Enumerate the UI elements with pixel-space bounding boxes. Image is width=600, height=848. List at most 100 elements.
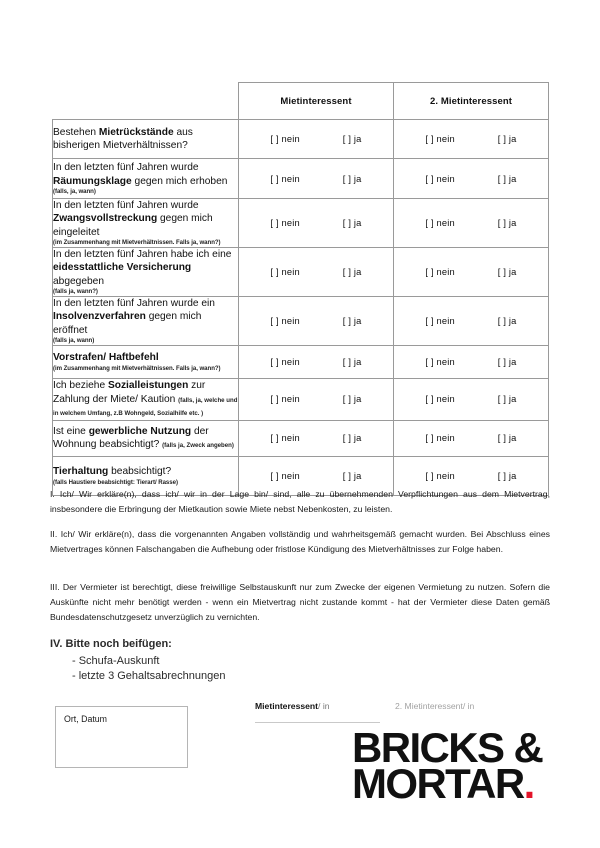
question-text-pre: Bestehen [53,126,99,138]
table-row: Tierhaltung beabsichtigt? (falls Haustier… [52,455,549,496]
question-cell: Bestehen Mietrückstände aus bisherigen M… [52,119,239,159]
declaration-paragraph-1: I. Ich/ Wir erkläre(n), dass ich/ wir in… [50,489,550,514]
question-subtext: (falls, ja, welche und in welchem Umfang… [53,396,238,418]
table-row: In den letzten fünf Jahren habe ich eine… [52,247,549,297]
answer-cell-applicant-2: [ ] nein [ ] ja [393,455,549,496]
checkbox-nein[interactable]: [ ] nein [425,315,455,326]
checkbox-ja[interactable]: [ ] ja [342,394,362,405]
question-subtext: (falls Haustiere beabsichtigt: Tierart/ … [53,478,178,486]
question-cell: Ist eine gewerbliche Nutzung der Wohnung… [52,419,239,457]
brand-logo-line-2: MORTAR [352,760,525,808]
table-row: Ist eine gewerbliche Nutzung der Wohnung… [52,419,549,457]
list-item: - Schufa-Auskunft [72,654,160,667]
checkbox-ja[interactable]: [ ] ja [342,173,362,184]
signature-label-applicant-1-suffix: / in [318,701,330,711]
checkbox-nein[interactable]: [ ] nein [270,433,300,444]
question-subtext: (im Zusammenhang mit Mietverhältnissen. … [53,364,221,372]
answer-cell-applicant-1: [ ] nein [ ] ja [238,198,394,248]
question-text-pre: In den letzten fünf Jahren wurde ein [53,297,215,309]
table-body: Bestehen Mietrückstände aus bisherigen M… [52,119,549,496]
checkbox-nein[interactable]: [ ] nein [270,266,300,277]
checkbox-ja[interactable]: [ ] ja [497,218,517,228]
question-keyword: eidesstattliche Versicherung [53,262,192,274]
signature-label-applicant-1-bold: Mietinteressent [255,701,319,711]
brand-logo-line-1: BRICKS & [352,724,544,771]
table-row: In den letzten fünf Jahren wurde ein Ins… [52,295,549,346]
signature-label-applicant-1: Mietinteressent/ in [255,701,330,711]
checkbox-ja[interactable]: [ ] ja [342,134,362,144]
question-subtext: (falls ja, wann) [53,337,95,345]
question-keyword: Sozialleistungen [107,380,189,392]
checkbox-nein[interactable]: [ ] nein [425,173,455,184]
checkbox-nein[interactable]: [ ] nein [425,134,455,144]
declaration-paragraph-4: IV. Bitte noch beifügen: - Schufa-Auskun… [50,637,470,685]
ort-datum-box[interactable]: Ort, Datum [55,706,188,768]
question-cell: Vorstrafen/ Haftbefehl (im Zusammenhang m… [52,344,239,379]
checkbox-ja[interactable]: [ ] ja [497,470,517,481]
question-subtext: (im Zusammenhang mit Mietverhältnissen. … [53,239,221,247]
answer-cell-applicant-1: [ ] nein [ ] ja [238,455,394,496]
declaration-paragraph-3: III. Der Vermieter ist berechtigt, diese… [50,582,550,622]
question-keyword: Mietrückstände [98,126,174,138]
checkbox-ja[interactable]: [ ] ja [342,218,362,228]
checkbox-nein[interactable]: [ ] nein [270,173,300,184]
signature-line-applicant-1 [255,722,380,723]
table-header-applicant-2: 2. Mietinteressent [393,82,549,120]
table-header-row: Mietinteressent 2. Mietinteressent [52,82,549,120]
brand-logo-line-2-wrap: MORTAR. [352,763,584,805]
question-keyword: Zwangsvollstreckung [53,213,158,225]
question-subtext: (falls ja, wann?) [53,288,98,296]
question-text-post: der Wohnung beabsichtigt? [53,425,209,451]
answer-cell-applicant-1: [ ] nein [ ] ja [238,419,394,457]
checkbox-ja[interactable]: [ ] ja [497,266,517,277]
question-text-pre: In den letzten fünf Jahren wurde [53,200,199,212]
question-text-post: gegen mich erhoben [131,175,228,187]
question-cell: Tierhaltung beabsichtigt? (falls Haustier… [52,455,239,496]
checkbox-ja[interactable]: [ ] ja [497,173,517,184]
answer-cell-applicant-1: [ ] nein [ ] ja [238,158,394,199]
checkbox-ja[interactable]: [ ] ja [497,315,517,326]
checkbox-ja[interactable]: [ ] ja [497,394,517,405]
question-text-post: gegen mich eröffnet [53,311,202,336]
checkbox-nein[interactable]: [ ] nein [270,470,300,481]
checkbox-nein[interactable]: [ ] nein [425,433,455,444]
checkbox-nein[interactable]: [ ] nein [270,394,300,405]
question-cell: In den letzten fünf Jahren wurde Räumung… [52,158,239,199]
question-subtext: (falls ja, Zweck angeben) [162,442,234,450]
answer-cell-applicant-2: [ ] nein [ ] ja [393,377,549,421]
checkbox-nein[interactable]: [ ] nein [425,266,455,277]
question-text-post: zur Zahlung der Miete/ Kaution [53,380,206,405]
checkbox-ja[interactable]: [ ] ja [342,266,362,277]
question-text-pre: Ich beziehe [53,380,108,392]
checkbox-nein[interactable]: [ ] nein [270,134,300,144]
checkbox-nein[interactable]: [ ] nein [270,315,300,326]
ort-datum-label: Ort, Datum [64,714,108,724]
brand-logo-accent-dot: . [523,760,536,808]
answer-cell-applicant-2: [ ] nein [ ] ja [393,295,549,346]
checkbox-ja[interactable]: [ ] ja [497,134,517,144]
checkbox-nein[interactable]: [ ] nein [425,470,455,481]
question-text-pre: In den letzten fünf Jahren wurde [53,162,199,174]
checkbox-ja[interactable]: [ ] ja [497,433,517,444]
question-cell: Ich beziehe Sozialleistungen zur Zahlung… [52,377,239,421]
question-keyword: Vorstrafen/ Haftbefehl [53,352,159,364]
question-text-pre: Ist eine [53,425,89,437]
checkbox-nein[interactable]: [ ] nein [425,394,455,405]
checkbox-ja[interactable]: [ ] ja [342,315,362,326]
checkbox-ja[interactable]: [ ] ja [342,433,362,444]
question-text-post: abgegeben [53,275,104,287]
question-text-post: gegen mich eingeleitet [53,213,213,238]
signature-label-applicant-2: 2. Mietinteressent/ in [395,701,475,711]
checkbox-ja[interactable]: [ ] ja [342,356,362,367]
checkbox-nein[interactable]: [ ] nein [270,356,300,367]
table-row: In den letzten fünf Jahren wurde Zwangsv… [52,198,549,248]
table-header-applicant-1: Mietinteressent [238,82,394,120]
attachments-lead: IV. Bitte noch beifügen: [50,638,172,650]
answer-cell-applicant-1: [ ] nein [ ] ja [238,377,394,421]
checkbox-nein[interactable]: [ ] nein [425,356,455,367]
checkbox-nein[interactable]: [ ] nein [425,218,455,228]
checkbox-ja[interactable]: [ ] ja [497,356,517,367]
checkbox-ja[interactable]: [ ] ja [342,470,362,481]
checkbox-nein[interactable]: [ ] nein [270,218,300,228]
answer-cell-applicant-1: [ ] nein [ ] ja [238,119,394,159]
